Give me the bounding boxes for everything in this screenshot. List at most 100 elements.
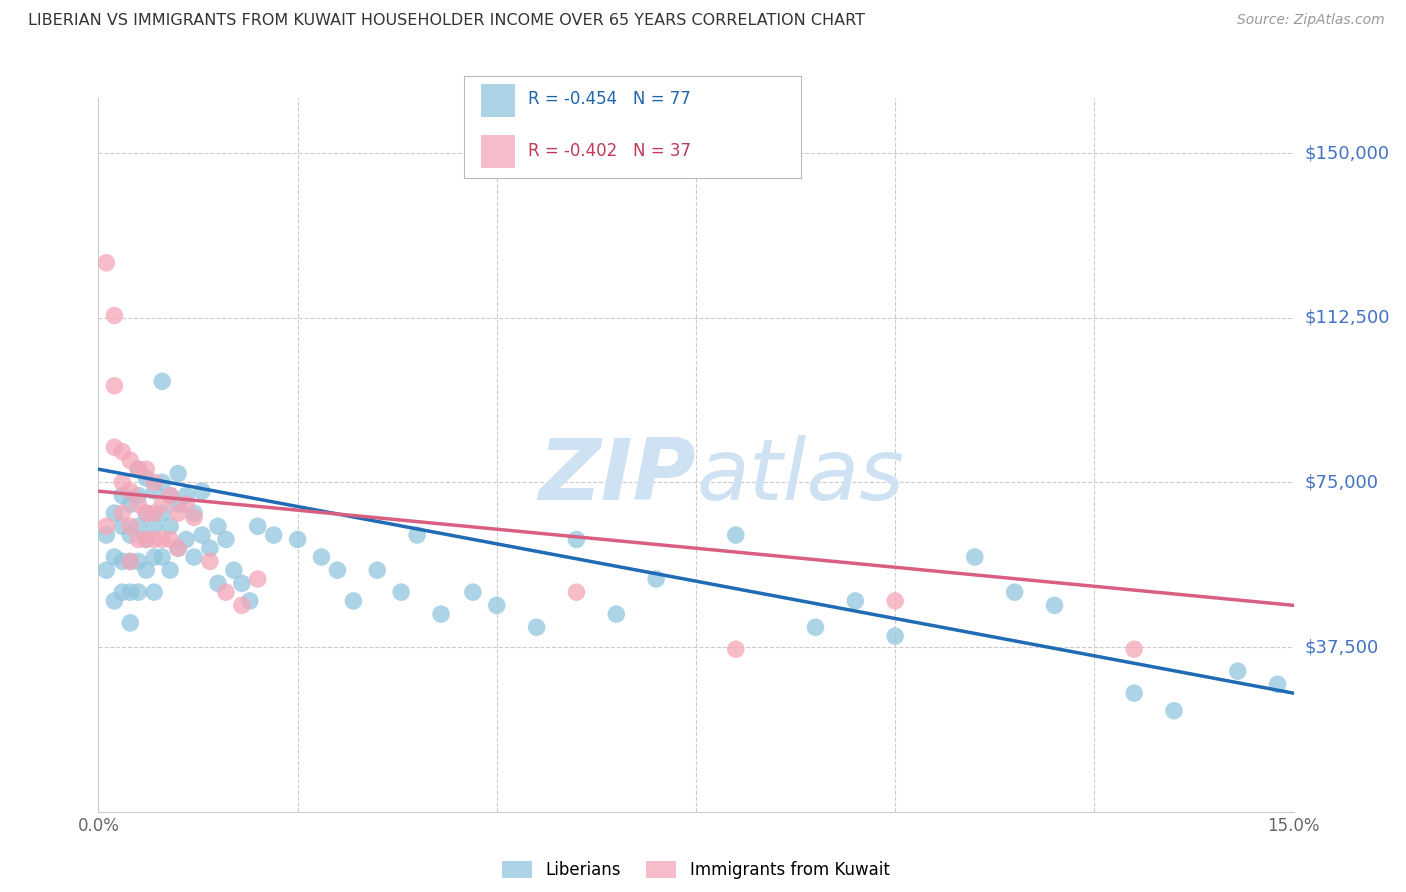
Point: [174, 533, 197, 547]
Point: [183, 506, 205, 520]
Point: [1267, 677, 1289, 691]
Point: [526, 620, 548, 634]
Point: [96, 256, 118, 270]
Point: [159, 489, 181, 503]
Point: [150, 375, 173, 389]
Point: [143, 549, 166, 564]
Point: [565, 533, 588, 547]
Point: [1226, 664, 1249, 678]
Point: [127, 462, 149, 476]
Point: [120, 615, 142, 630]
Point: [127, 585, 149, 599]
Point: [287, 533, 309, 547]
Point: [150, 533, 173, 547]
Point: [342, 594, 364, 608]
Point: [191, 484, 214, 499]
Point: [96, 528, 118, 542]
Point: [263, 528, 285, 542]
Point: [167, 497, 190, 511]
Text: $75,000: $75,000: [1305, 474, 1379, 491]
Bar: [481, 136, 515, 168]
Text: LIBERIAN VS IMMIGRANTS FROM KUWAIT HOUSEHOLDER INCOME OVER 65 YEARS CORRELATION : LIBERIAN VS IMMIGRANTS FROM KUWAIT HOUSE…: [28, 13, 865, 29]
Point: [127, 497, 149, 511]
Point: [159, 489, 181, 503]
Point: [120, 554, 142, 568]
Point: [605, 607, 627, 621]
Point: [565, 585, 588, 599]
Point: [159, 519, 181, 533]
Point: [120, 528, 142, 542]
Point: [174, 489, 197, 503]
Point: [120, 453, 142, 467]
Point: [143, 506, 166, 520]
Text: $37,500: $37,500: [1305, 638, 1379, 656]
Point: [120, 484, 142, 499]
Point: [96, 519, 118, 533]
Point: [143, 519, 166, 533]
Point: [135, 563, 157, 577]
Text: R = -0.402   N = 37: R = -0.402 N = 37: [529, 142, 692, 160]
Point: [120, 519, 142, 533]
Point: [231, 599, 253, 613]
Point: [111, 444, 134, 458]
Point: [120, 554, 142, 568]
Point: [183, 549, 205, 564]
Point: [645, 572, 668, 586]
Point: [167, 541, 190, 556]
Point: [103, 506, 125, 520]
Point: [207, 519, 229, 533]
Point: [143, 475, 166, 490]
Point: [135, 506, 157, 520]
Point: [1123, 686, 1146, 700]
Point: [724, 528, 747, 542]
Point: [246, 519, 269, 533]
Point: [844, 594, 866, 608]
Point: [96, 563, 118, 577]
Point: [198, 554, 221, 568]
Point: [183, 510, 205, 524]
Point: [1043, 599, 1066, 613]
Point: [127, 519, 149, 533]
Bar: [481, 84, 515, 117]
Point: [884, 594, 907, 608]
Point: [111, 489, 134, 503]
Point: [111, 585, 134, 599]
Point: [159, 533, 181, 547]
Point: [198, 541, 221, 556]
Point: [389, 585, 412, 599]
Point: [103, 378, 125, 392]
Text: atlas: atlas: [696, 434, 904, 518]
Point: [127, 489, 149, 503]
Point: [461, 585, 484, 599]
Point: [135, 506, 157, 520]
Point: [239, 594, 262, 608]
Text: R = -0.454   N = 77: R = -0.454 N = 77: [529, 90, 690, 109]
Point: [222, 563, 245, 577]
Point: [143, 585, 166, 599]
Point: [150, 506, 173, 520]
Point: [311, 549, 333, 564]
Point: [159, 563, 181, 577]
Point: [167, 467, 190, 481]
Legend: Liberians, Immigrants from Kuwait: Liberians, Immigrants from Kuwait: [496, 854, 896, 886]
Text: Source: ZipAtlas.com: Source: ZipAtlas.com: [1237, 13, 1385, 28]
Point: [103, 594, 125, 608]
Point: [485, 599, 508, 613]
Point: [150, 475, 173, 490]
Point: [167, 541, 190, 556]
Point: [111, 519, 134, 533]
Point: [135, 533, 157, 547]
Point: [103, 309, 125, 323]
Point: [127, 533, 149, 547]
Text: $150,000: $150,000: [1305, 144, 1389, 162]
Point: [150, 497, 173, 511]
Point: [215, 585, 238, 599]
Point: [326, 563, 349, 577]
Text: $112,500: $112,500: [1305, 309, 1391, 326]
Point: [120, 585, 142, 599]
Point: [215, 533, 238, 547]
Point: [1163, 704, 1185, 718]
Point: [127, 462, 149, 476]
Point: [103, 440, 125, 454]
Point: [231, 576, 253, 591]
